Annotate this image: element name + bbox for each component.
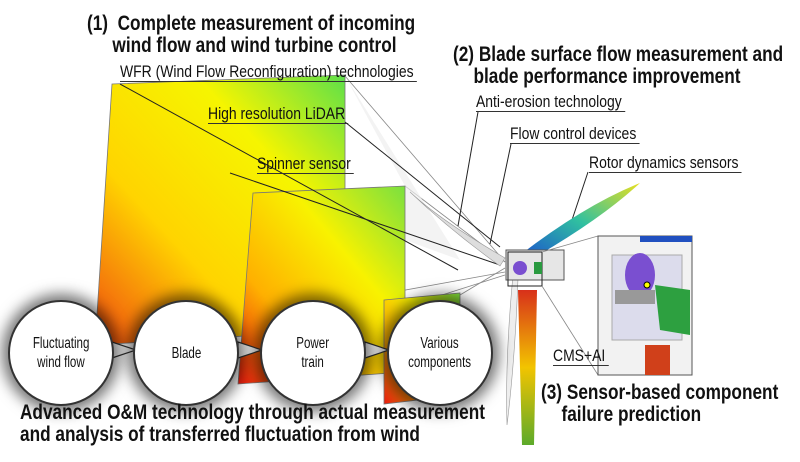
tower (518, 290, 537, 445)
section1-line2: wind flow and wind turbine control (112, 34, 397, 57)
section2-line2: blade performance improvement (473, 65, 741, 88)
footer-line2: and analysis of transferred fluctuation … (20, 423, 420, 446)
chain-node-line1: Fluctuating (32, 335, 90, 352)
label-spinner-sensor: Spinner sensor (257, 154, 355, 174)
section2-title: (2) Blade surface flow measurement and b… (453, 44, 783, 88)
label-flow-control: Flow control devices (510, 124, 640, 144)
chain-node-line1: Various (420, 335, 460, 352)
blade-upper (520, 183, 640, 260)
chain-node-line2: components (408, 354, 472, 371)
chain-node-components: Various components (387, 300, 493, 406)
label-rotor-dynamics: Rotor dynamics sensors (589, 153, 742, 173)
label-cms-ai: CMS+AI (553, 346, 609, 366)
section1-title: (1) Complete measurement of incoming win… (87, 13, 415, 57)
blade-lower (506, 274, 519, 426)
label-wfr: WFR (Wind Flow Reconfiguration) technolo… (120, 62, 417, 82)
chain-node-line2: wind flow (37, 354, 85, 371)
chain-node-line2: train (301, 354, 325, 371)
chain-node-wind-flow: Fluctuating wind flow (8, 300, 114, 406)
chain-node-line1: Blade (171, 344, 201, 362)
section2-line1: Blade surface flow measurement and (478, 43, 784, 66)
chain-node-power-train: Power train (260, 300, 366, 406)
section2-number: (2) (453, 43, 475, 66)
section3-line2: failure prediction (561, 403, 702, 426)
inset-drivetrain (541, 235, 693, 376)
chain-node-blade: Blade (133, 300, 239, 406)
footer-line1: Advanced O&M technology through actual m… (20, 401, 486, 424)
section3-title: (3) Sensor-based component failure predi… (541, 382, 778, 426)
section1-number: (1) (87, 12, 109, 35)
footer-text: Advanced O&M technology through actual m… (20, 402, 485, 446)
section1-line1: Complete measurement of incoming (117, 12, 416, 35)
section3-number: (3) (541, 381, 563, 404)
label-lidar: High resolution LiDAR (208, 104, 349, 124)
chain-node-line1: Power (296, 335, 330, 352)
blade-left (409, 191, 506, 267)
label-anti-erosion: Anti-erosion technology (476, 92, 625, 112)
section3-line1: Sensor-based component (566, 381, 779, 404)
